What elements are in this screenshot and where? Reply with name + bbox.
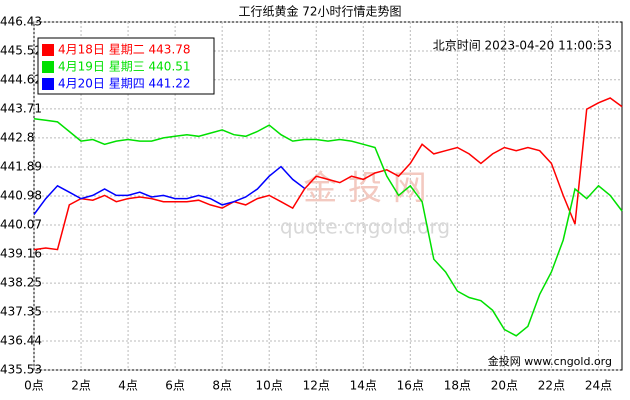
x-tick-label: 14点	[350, 379, 377, 393]
y-tick-label: 437.35	[0, 304, 42, 318]
y-tick-label: 443.71	[0, 101, 42, 115]
y-tick-label: 440.07	[0, 218, 42, 232]
x-tick-label: 4点	[118, 379, 138, 393]
legend-label: 4月19日 星期三 440.51	[58, 60, 191, 74]
legend: 4月18日 星期二 443.78 4月19日 星期三 440.51 4月20日 星期…	[37, 37, 215, 95]
x-tick-label: 6点	[165, 379, 185, 393]
y-tick-label: 445.52	[0, 44, 42, 58]
legend-swatch	[42, 44, 54, 56]
x-tick-label: 8点	[212, 379, 232, 393]
y-tick-label: 436.44	[0, 333, 42, 347]
y-tick-label: 440.98	[0, 189, 42, 203]
chart-title: 工行纸黄金 72小时行情走势图	[238, 4, 401, 19]
x-tick-label: 18点	[444, 379, 471, 393]
legend-swatch	[42, 61, 54, 73]
y-tick-label: 446.43	[0, 15, 42, 29]
legend-swatch	[42, 78, 54, 90]
x-tick-label: 2点	[71, 379, 91, 393]
source: 金投网 www.cngold.org	[488, 354, 612, 368]
x-tick-label: 16点	[397, 379, 424, 393]
watermark-logo: 金 投 网	[303, 169, 427, 209]
x-tick-label: 0点	[24, 379, 44, 393]
y-tick-label: 441.89	[0, 159, 42, 173]
x-tick-label: 22点	[538, 379, 565, 393]
series-line	[33, 117, 623, 337]
timestamp: 北京时间 2023-04-20 11:00:53	[433, 39, 612, 53]
legend-label: 4月18日 星期二 443.78	[58, 43, 191, 57]
x-tick-label: 24点	[585, 379, 612, 393]
y-tick-label: 444.62	[0, 72, 42, 86]
y-tick-label: 435.53	[0, 363, 42, 377]
x-tick-label: 20点	[491, 379, 518, 393]
legend-label: 4月20日 星期四 441.22	[58, 77, 191, 91]
x-tick-label: 12点	[303, 379, 330, 393]
y-tick-label: 439.16	[0, 247, 42, 261]
x-tick-label: 10点	[256, 379, 283, 393]
y-tick-label: 438.25	[0, 276, 42, 290]
legend-box	[37, 37, 215, 95]
series-line	[33, 165, 305, 215]
series-line	[33, 97, 623, 251]
watermark-url: quote.cngold.org	[280, 215, 450, 239]
y-tick-label: 442.8	[0, 130, 34, 144]
